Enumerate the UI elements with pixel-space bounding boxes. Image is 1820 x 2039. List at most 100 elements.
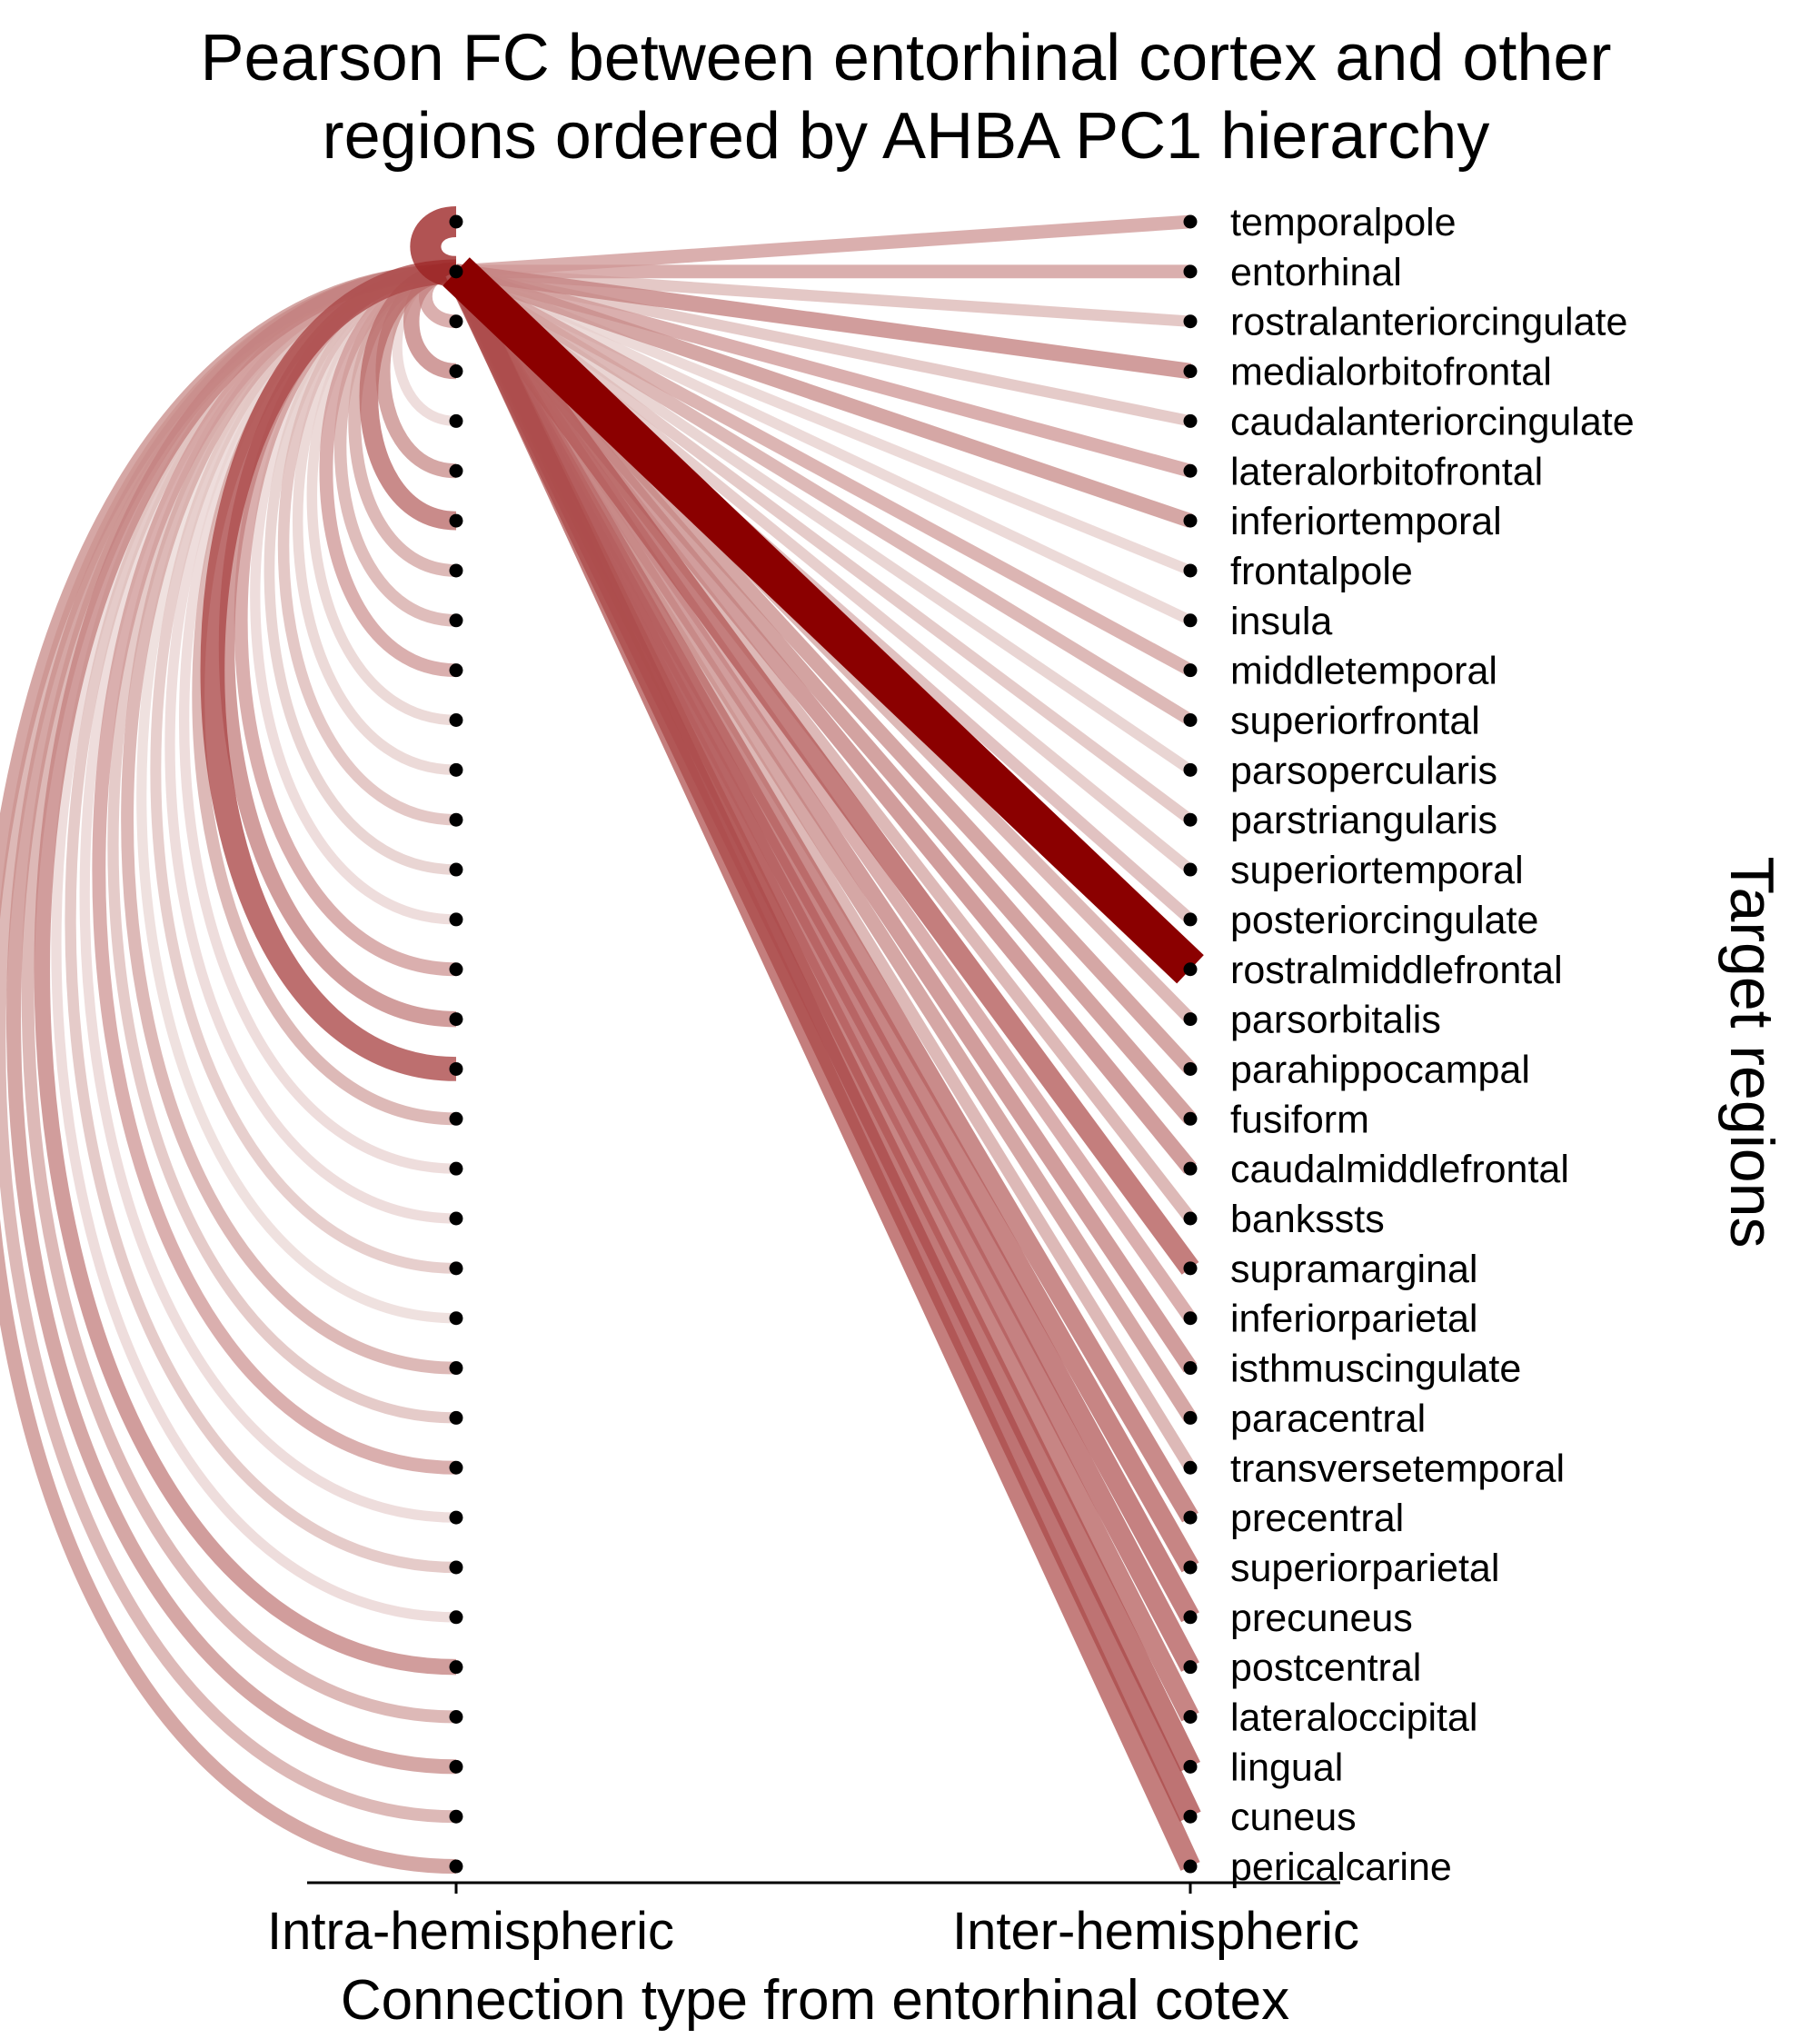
region-label-bankssts: bankssts	[1230, 1198, 1385, 1241]
region-label-entorhinal: entorhinal	[1230, 251, 1402, 294]
region-label-middletemporal: middletemporal	[1230, 650, 1497, 693]
intra-node-fusiform	[449, 1111, 463, 1126]
inter-line-superiorfrontal	[453, 265, 1194, 726]
inter-node-lateraloccipital	[1183, 1710, 1198, 1724]
intra-node-precuneus	[449, 1610, 463, 1625]
intra-node-rostralanteriorcingulate	[449, 314, 463, 329]
intra-node-transversetemporal	[449, 1460, 463, 1475]
inter-line-medialorbitofrontal	[454, 264, 1192, 380]
region-label-posteriorcingulate: posteriorcingulate	[1230, 899, 1538, 942]
intra-node-bankssts	[449, 1211, 463, 1226]
region-label-frontalpole: frontalpole	[1230, 550, 1413, 593]
intra-node-middletemporal	[449, 663, 463, 678]
region-label-superiortemporal: superiortemporal	[1230, 849, 1524, 892]
inter-node-precuneus	[1183, 1610, 1198, 1625]
inter-line-supramarginal	[447, 264, 1199, 1275]
intra-node-posteriorcingulate	[449, 912, 463, 927]
inter-node-insula	[1183, 613, 1198, 628]
region-label-precuneus: precuneus	[1230, 1596, 1413, 1640]
inter-node-transversetemporal	[1183, 1460, 1198, 1475]
intra-arc-pericalcarine	[0, 264, 457, 1875]
region-label-caudalmiddlefrontal: caudalmiddlefrontal	[1230, 1148, 1569, 1191]
chart-title-line-2: regions ordered by AHBA PC1 hierarchy	[323, 100, 1490, 173]
intra-node-frontalpole	[449, 563, 463, 578]
region-nodes	[449, 214, 1198, 1874]
inter-line-temporalpole	[455, 214, 1191, 279]
inter-line-frontalpole	[453, 266, 1193, 576]
inter-node-frontalpole	[1183, 563, 1198, 578]
region-label-lateraloccipital: lateraloccipital	[1230, 1696, 1477, 1740]
intra-node-pericalcarine	[449, 1859, 463, 1874]
intra-node-parahippocampal	[449, 1061, 463, 1076]
inter-node-precentral	[1183, 1510, 1198, 1525]
region-label-lingual: lingual	[1230, 1746, 1343, 1789]
intra-arc-transversetemporal	[92, 264, 457, 1475]
region-label-parsorbitalis: parsorbitalis	[1230, 999, 1441, 1042]
inter-node-rostralanteriorcingulate	[1183, 314, 1198, 329]
region-label-parsopercularis: parsopercularis	[1230, 749, 1497, 792]
region-label-temporalpole: temporalpole	[1230, 201, 1457, 244]
inter-line-caudalanteriorcingulate	[454, 265, 1192, 427]
intra-node-cuneus	[449, 1809, 463, 1824]
intra-node-parstriangularis	[449, 812, 463, 827]
intra-node-lateraloccipital	[449, 1710, 463, 1724]
intra-node-rostralmiddlefrontal	[449, 962, 463, 977]
inter-line-rostralanteriorcingulate	[455, 265, 1191, 327]
region-label-inferiorparietal: inferiorparietal	[1230, 1298, 1477, 1341]
inter-node-superiortemporal	[1183, 862, 1198, 877]
inter-node-parahippocampal	[1183, 1061, 1198, 1076]
region-label-insula: insula	[1230, 600, 1332, 643]
x-tick-label-intra: Intra-hemispheric	[267, 1902, 674, 1961]
inter-line-cuneus	[445, 266, 1201, 1822]
inter-node-paracentral	[1183, 1410, 1198, 1425]
inter-node-pericalcarine	[1183, 1859, 1198, 1874]
inter-hemispheric-arcs	[443, 214, 1204, 1871]
chart-title-line-1: Pearson FC between entorhinal cortex and…	[201, 22, 1612, 94]
region-label-paracentral: paracentral	[1230, 1397, 1426, 1440]
inter-line-rostralmiddlefrontal	[443, 257, 1204, 984]
region-label-supramarginal: supramarginal	[1230, 1248, 1477, 1291]
region-label-medialorbitofrontal: medialorbitofrontal	[1230, 351, 1552, 394]
inter-line-middletemporal	[453, 265, 1194, 676]
inter-node-parsopercularis	[1183, 762, 1198, 777]
intra-hemispheric-arcs	[0, 205, 458, 1875]
intra-node-parsopercularis	[449, 762, 463, 777]
inter-node-lateralorbitofrontal	[1183, 463, 1198, 478]
region-label-rostralmiddlefrontal: rostralmiddlefrontal	[1230, 949, 1563, 992]
inter-node-temporalpole	[1183, 214, 1198, 229]
inter-node-superiorfrontal	[1183, 713, 1198, 727]
intra-node-caudalmiddlefrontal	[449, 1161, 463, 1176]
region-label-superiorparietal: superiorparietal	[1230, 1547, 1499, 1590]
intra-node-paracentral	[449, 1410, 463, 1425]
inter-node-caudalanteriorcingulate	[1183, 413, 1198, 428]
x-axis-label: Connection type from entorhinal cotex	[341, 1969, 1289, 2032]
inter-node-bankssts	[1183, 1211, 1198, 1226]
inter-node-middletemporal	[1183, 663, 1198, 678]
inter-node-caudalmiddlefrontal	[1183, 1161, 1198, 1176]
inter-node-fusiform	[1183, 1111, 1198, 1126]
intra-node-lingual	[449, 1759, 463, 1774]
inter-line-insula	[453, 266, 1193, 625]
x-tick-label-inter: Inter-hemispheric	[952, 1902, 1359, 1961]
region-label-postcentral: postcentral	[1230, 1646, 1421, 1690]
region-label-precentral: precentral	[1230, 1497, 1404, 1540]
region-label-superiorfrontal: superiorfrontal	[1230, 700, 1480, 743]
inter-line-inferiortemporal	[453, 264, 1193, 528]
intra-node-inferiorparietal	[449, 1311, 463, 1326]
region-label-caudalanteriorcingulate: caudalanteriorcingulate	[1230, 400, 1635, 443]
intra-node-insula	[449, 613, 463, 628]
inter-node-parstriangularis	[1183, 812, 1198, 827]
inter-node-supramarginal	[1183, 1261, 1198, 1276]
inter-node-entorhinal	[1183, 264, 1198, 279]
intra-node-superiortemporal	[449, 862, 463, 877]
intra-node-entorhinal	[449, 264, 463, 279]
inter-node-isthmuscingulate	[1183, 1361, 1198, 1376]
intra-arc-postcentral	[34, 264, 457, 1676]
region-label-transversetemporal: transversetemporal	[1230, 1447, 1565, 1490]
region-label-parahippocampal: parahippocampal	[1230, 1048, 1530, 1091]
inter-node-cuneus	[1183, 1809, 1198, 1824]
intra-node-lateralorbitofrontal	[449, 463, 463, 478]
inter-node-lingual	[1183, 1759, 1198, 1774]
inter-line-lateralorbitofrontal	[454, 264, 1192, 478]
inter-node-superiorparietal	[1183, 1560, 1198, 1575]
